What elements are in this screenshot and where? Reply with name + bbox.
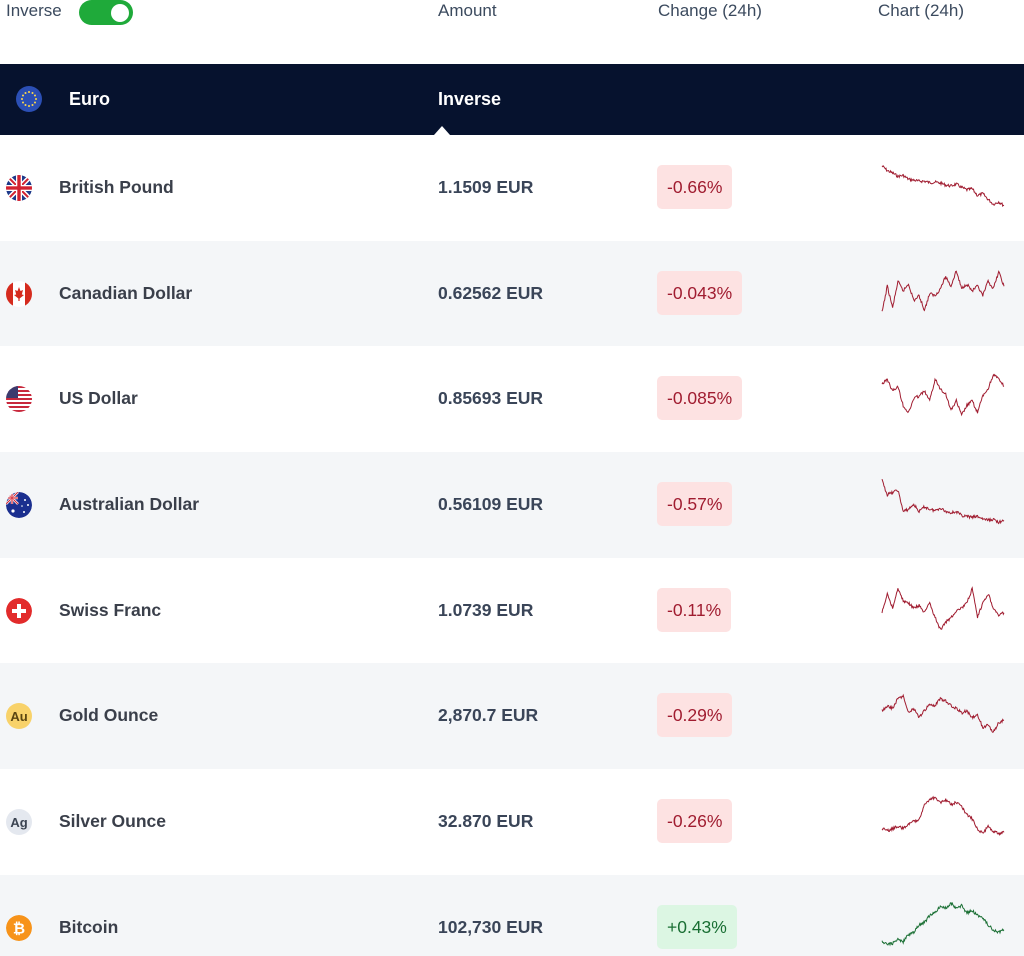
currency-list: British Pound 1.1509 EUR -0.66% Canadian… xyxy=(0,135,1024,956)
currency-name: British Pound xyxy=(59,177,174,197)
currency-row[interactable]: Swiss Franc 1.0739 EUR -0.11% xyxy=(0,558,1024,664)
silver-ounce-icon: Ag xyxy=(6,809,32,836)
us-flag-icon xyxy=(6,386,32,413)
change-badge: -0.11% xyxy=(657,587,732,632)
currency-amount: 2,870.7 EUR xyxy=(438,705,539,726)
sparkline-chart xyxy=(881,269,1005,312)
australia-flag-icon xyxy=(6,492,32,519)
sparkline-chart xyxy=(881,165,1005,208)
change-badge: -0.57% xyxy=(657,482,733,527)
sparkline-series xyxy=(881,374,1005,417)
base-currency-row: Euro Inverse xyxy=(0,64,1024,135)
sparkline-series xyxy=(881,694,1005,734)
mode-caret-indicator xyxy=(434,126,450,135)
currency-name: Gold Ounce xyxy=(59,705,159,726)
currency-row[interactable]: British Pound 1.1509 EUR -0.66% xyxy=(0,135,1024,241)
currency-amount: 0.62562 EUR xyxy=(438,282,544,303)
chart-column-header: Chart (24h) xyxy=(878,1,964,20)
sparkline-chart xyxy=(881,479,1005,525)
currency-amount: 1.1509 EUR xyxy=(438,177,534,197)
amount-column-header[interactable]: Amount xyxy=(438,1,497,20)
currency-name: US Dollar xyxy=(59,388,138,409)
base-mode-label: Inverse xyxy=(438,89,502,109)
sparkline-series xyxy=(881,165,1005,208)
currency-name: Swiss Franc xyxy=(59,599,162,620)
inverse-label: Inverse xyxy=(6,1,62,20)
inverse-toggle[interactable] xyxy=(79,0,133,25)
currency-row[interactable]: Canadian Dollar 0.62562 EUR -0.043% xyxy=(0,240,1024,347)
currency-name: Canadian Dollar xyxy=(59,282,193,303)
currency-amount: 0.85693 EUR xyxy=(438,388,544,409)
sparkline-series xyxy=(881,901,1005,947)
table-header: Inverse Amount Change (24h) Chart (24h) xyxy=(0,0,1024,64)
sparkline-chart xyxy=(881,795,1005,837)
base-currency-name[interactable]: Euro xyxy=(69,89,111,109)
swiss-flag-icon xyxy=(6,597,32,624)
currency-name: Australian Dollar xyxy=(59,494,200,515)
sparkline-chart xyxy=(881,374,1005,417)
uk-flag-icon xyxy=(6,175,32,201)
change-badge: -0.66% xyxy=(657,165,733,209)
svg-text:₿: ₿ xyxy=(13,919,25,937)
sparkline-chart xyxy=(881,694,1005,734)
currency-amount: 0.56109 EUR xyxy=(438,494,544,515)
gold-ounce-icon: Au xyxy=(6,703,32,730)
sparkline-series xyxy=(881,795,1005,837)
currency-amount: 32.870 EUR xyxy=(438,811,534,832)
sparkline-chart xyxy=(881,585,1005,630)
currency-row[interactable]: Australian Dollar 0.56109 EUR -0.57% xyxy=(0,452,1024,558)
change-badge: -0.29% xyxy=(657,693,733,738)
currency-row[interactable]: Ag Silver Ounce 32.870 EUR -0.26% xyxy=(0,769,1024,875)
currency-name: Silver Ounce xyxy=(59,811,166,832)
sparkline-series xyxy=(881,585,1005,630)
sparkline-series xyxy=(881,269,1005,312)
sparkline-series xyxy=(881,479,1005,525)
change-badge: -0.26% xyxy=(657,799,733,844)
currency-row[interactable]: US Dollar 0.85693 EUR -0.085% xyxy=(0,346,1024,452)
change-column-header[interactable]: Change (24h) xyxy=(658,1,762,20)
bitcoin-icon: ₿ xyxy=(6,914,32,941)
toggle-knob xyxy=(111,3,129,22)
sparkline-chart xyxy=(881,901,1005,947)
currency-name: Bitcoin xyxy=(59,916,119,937)
currency-amount: 102,730 EUR xyxy=(438,916,544,937)
change-badge: -0.043% xyxy=(657,270,743,315)
eu-flag-icon xyxy=(16,86,42,112)
currency-amount: 1.0739 EUR xyxy=(438,599,534,620)
currency-row[interactable]: Au Gold Ounce 2,870.7 EUR -0.29% xyxy=(0,663,1024,770)
canada-flag-icon xyxy=(6,280,32,307)
change-badge: -0.085% xyxy=(657,376,743,421)
currency-row[interactable]: ₿ Bitcoin 102,730 EUR +0.43% xyxy=(0,874,1024,956)
change-badge: +0.43% xyxy=(657,904,737,949)
